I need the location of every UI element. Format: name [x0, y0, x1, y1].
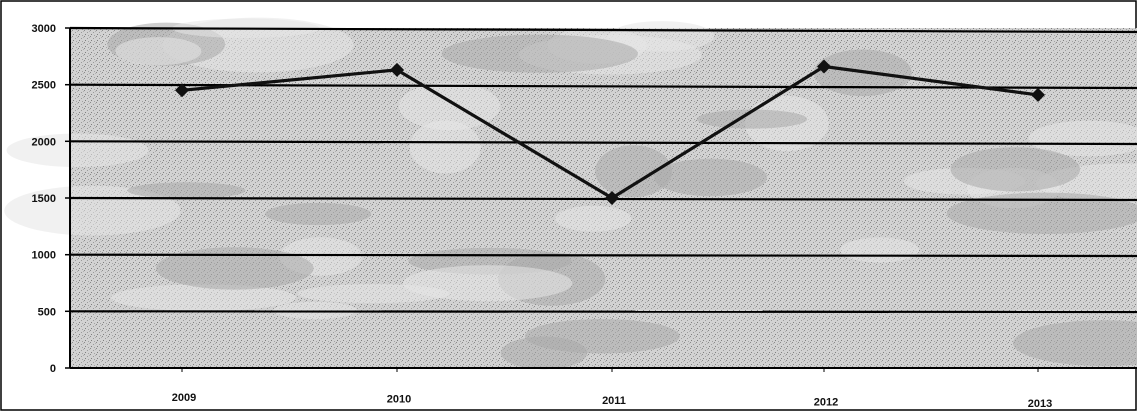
texture-blotch — [265, 202, 372, 226]
texture-blotch — [1028, 120, 1137, 157]
texture-blotch — [127, 182, 246, 199]
texture-blotch — [555, 205, 632, 232]
y-tick-label: 0 — [50, 363, 56, 375]
texture-blotch — [402, 265, 573, 302]
texture-blotch — [110, 284, 297, 312]
data-point — [175, 83, 189, 98]
gridline — [69, 196, 1137, 202]
texture-blotch — [441, 34, 638, 73]
texture-blotch — [115, 37, 202, 66]
data-point — [817, 59, 831, 74]
y-tick-label: 3000 — [32, 23, 56, 35]
x-axis-tick-labels: 2009 2010 2011 2012 2013 — [172, 368, 1052, 410]
gridline — [69, 310, 1137, 314]
y-tick-label: 1000 — [32, 250, 56, 262]
axes — [69, 27, 1137, 369]
gridline — [69, 253, 1137, 258]
x-tick-label: 2013 — [1028, 398, 1052, 410]
texture-blotch — [524, 319, 680, 354]
texture-blotch — [950, 147, 1081, 192]
plot-top-border — [69, 27, 1137, 33]
texture-blotch — [654, 158, 767, 197]
x-tick-label: 2011 — [602, 395, 626, 407]
y-tick-label: 2000 — [32, 136, 56, 148]
x-tick-label: 2012 — [814, 397, 838, 409]
series-line-group — [175, 59, 1045, 205]
data-point — [605, 191, 619, 205]
y-axis-tick-labels: 0 500 1000 1500 2000 2500 3000 — [32, 23, 56, 375]
texture-blotch — [595, 145, 672, 198]
texture-blotch — [156, 247, 314, 290]
x-tick-label: 2010 — [387, 394, 411, 406]
y-tick-label: 1500 — [32, 193, 56, 205]
x-tick-label: 2009 — [172, 392, 196, 404]
gridline — [69, 140, 1137, 146]
texture-blotch — [840, 237, 920, 263]
texture-blotch — [409, 120, 481, 174]
data-point — [390, 62, 404, 77]
data-point — [1031, 87, 1045, 102]
y-tick-label: 500 — [38, 306, 56, 318]
y-tick-label: 2500 — [32, 80, 56, 92]
texture-blotch — [946, 192, 1137, 234]
texture-blotch — [6, 133, 149, 168]
texture-blotch — [398, 82, 501, 131]
plot-texture — [4, 17, 1137, 370]
texture-blotch — [1013, 320, 1137, 366]
texture-blotch — [696, 109, 808, 129]
